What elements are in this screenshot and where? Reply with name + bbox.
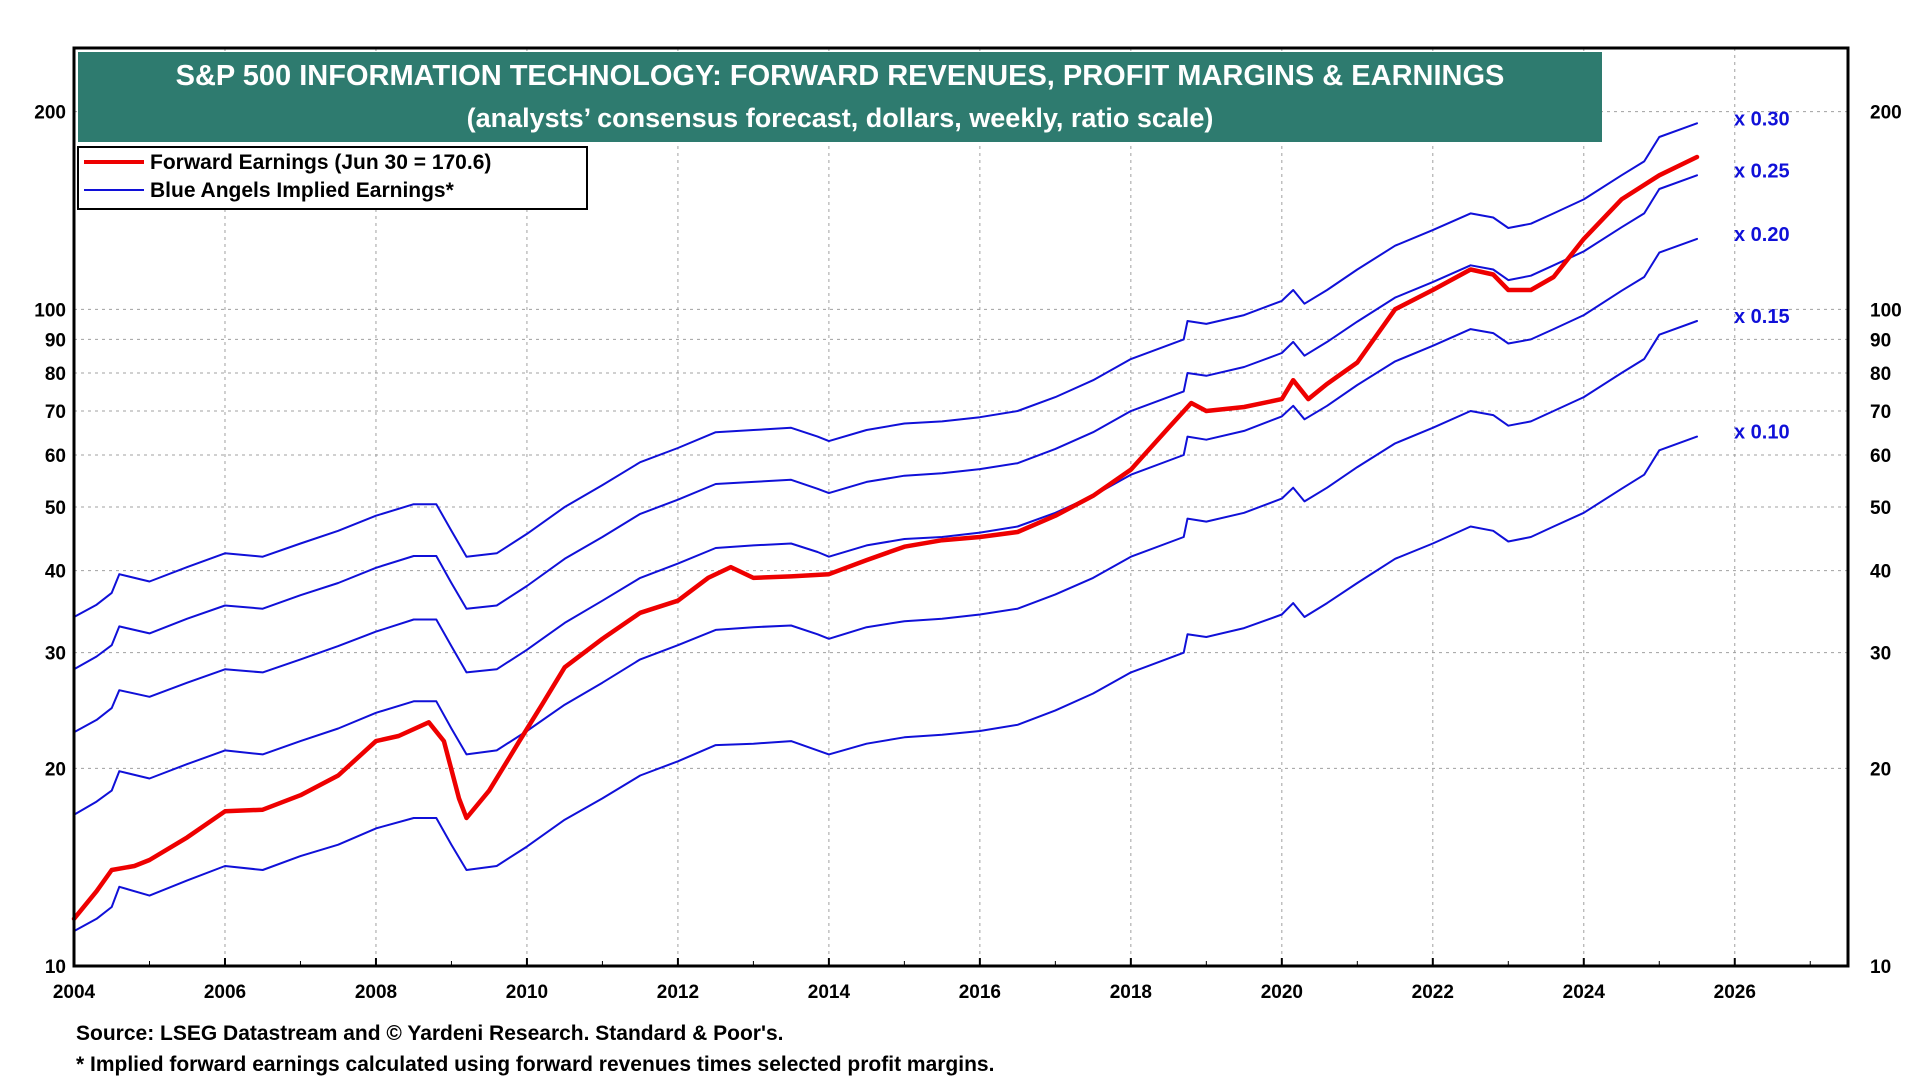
y-tick-right: 90 xyxy=(1870,330,1891,351)
y-tick-right: 200 xyxy=(1870,103,1902,124)
x-tick-label: 2016 xyxy=(959,982,1001,1003)
multiplier-label: x 0.20 xyxy=(1734,224,1790,246)
y-tick-left: 10 xyxy=(45,957,66,978)
series-implied-025 xyxy=(73,174,1698,671)
y-tick-right: 20 xyxy=(1870,759,1891,780)
series-implied-010 xyxy=(73,435,1698,933)
y-tick-right: 40 xyxy=(1870,562,1891,583)
multiplier-labels: x 0.30 x 0.25 x 0.20 x 0.15 x 0.10 xyxy=(1734,108,1790,443)
y-tick-right: 50 xyxy=(1870,498,1891,519)
multiplier-label: x 0.25 xyxy=(1734,160,1790,182)
y-axis-left: 10 20 30 40 50 60 70 80 90 100 200 xyxy=(34,103,66,978)
y-tick-right: 60 xyxy=(1870,446,1891,467)
y-tick-left: 50 xyxy=(45,498,66,519)
multiplier-label: x 0.30 xyxy=(1734,108,1790,130)
y-tick-left: 60 xyxy=(45,446,66,467)
x-tick-label: 2026 xyxy=(1714,982,1756,1003)
multiplier-label: x 0.15 xyxy=(1734,306,1790,328)
multiplier-label: x 0.10 xyxy=(1734,422,1790,444)
x-tick-label: 2020 xyxy=(1261,982,1303,1003)
x-tick-label: 2012 xyxy=(657,982,699,1003)
source-footnote: Source: LSEG Datastream and © Yardeni Re… xyxy=(76,1022,783,1045)
series-implied-030 xyxy=(73,122,1698,618)
plot-frame xyxy=(72,46,1850,968)
y-tick-left: 100 xyxy=(34,300,66,321)
y-tick-right: 100 xyxy=(1870,300,1902,321)
chart-title: S&P 500 INFORMATION TECHNOLOGY: FORWARD … xyxy=(176,60,1505,92)
y-tick-left: 200 xyxy=(34,103,66,124)
series-forward-earnings xyxy=(71,154,1700,922)
title-box xyxy=(78,52,1602,142)
x-tick-label: 2008 xyxy=(355,982,397,1003)
x-tick-label: 2024 xyxy=(1563,982,1606,1003)
series-implied-020 xyxy=(73,237,1698,734)
y-tick-right: 30 xyxy=(1870,644,1891,665)
x-tick-label: 2010 xyxy=(506,982,548,1003)
implied-earnings-footnote: * Implied forward earnings calculated us… xyxy=(76,1053,994,1076)
x-axis: 2004 2006 2008 2010 2012 2014 2016 2018 2020 2022… xyxy=(53,958,1811,1003)
y-tick-left: 20 xyxy=(45,759,66,780)
y-tick-left: 70 xyxy=(45,402,66,423)
series-implied-015 xyxy=(73,320,1698,816)
y-tick-left: 30 xyxy=(45,644,66,665)
y-tick-left: 40 xyxy=(45,562,66,583)
y-tick-right: 80 xyxy=(1870,364,1891,385)
x-tick-label: 2004 xyxy=(53,982,96,1003)
legend-label-forward-earnings: Forward Earnings (Jun 30 = 170.6) xyxy=(150,151,491,174)
y-tick-right: 70 xyxy=(1870,402,1891,423)
series-layer xyxy=(71,122,1700,933)
y-tick-left: 90 xyxy=(45,330,66,351)
y-tick-left: 80 xyxy=(45,364,66,385)
y-tick-right: 10 xyxy=(1870,957,1891,978)
legend xyxy=(77,146,588,210)
x-tick-label: 2006 xyxy=(204,982,246,1003)
x-tick-label: 2022 xyxy=(1412,982,1454,1003)
legend-label-blue-angels: Blue Angels Implied Earnings* xyxy=(150,179,455,202)
y-axis-right: 10 20 30 40 50 60 70 80 90 100 200 xyxy=(1870,103,1902,978)
x-tick-label: 2014 xyxy=(808,982,851,1003)
x-tick-label: 2018 xyxy=(1110,982,1152,1003)
chart-subtitle: (analysts’ consensus forecast, dollars, … xyxy=(467,103,1214,133)
